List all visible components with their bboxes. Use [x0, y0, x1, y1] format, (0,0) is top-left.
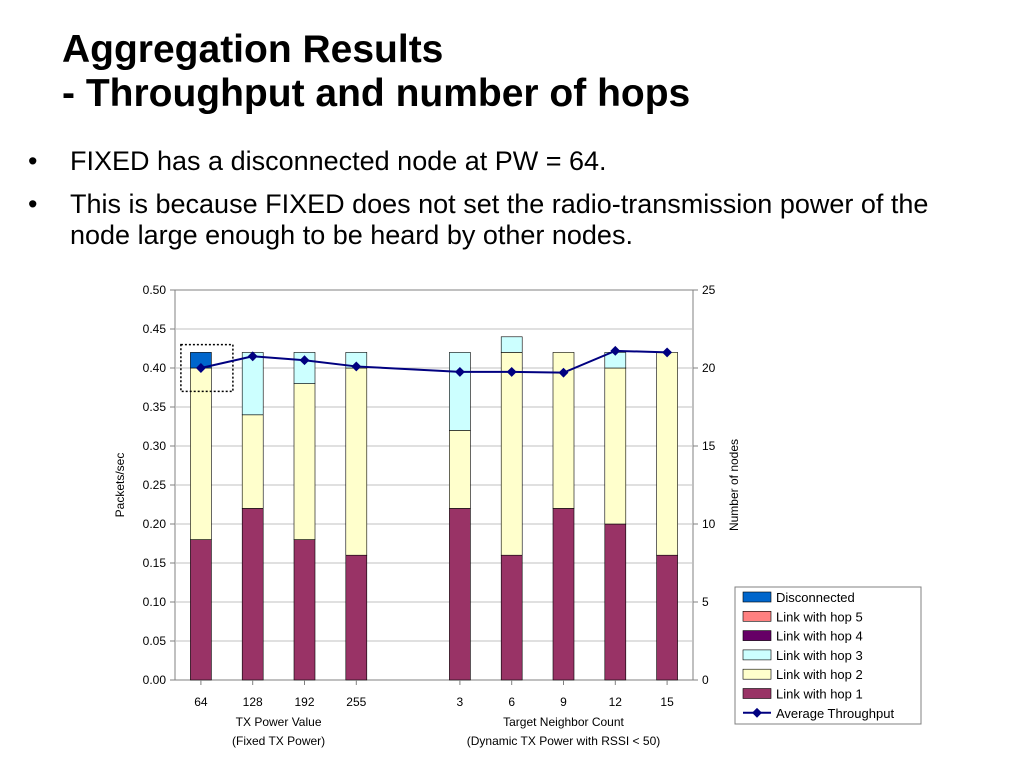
bar-segment: [656, 554, 678, 681]
y-axis-title: Packets/sec: [113, 453, 127, 518]
y2-tick-label: 10: [702, 517, 716, 531]
legend-swatch: [742, 610, 772, 622]
legend-swatch: [742, 668, 772, 680]
title-line-1: Aggregation Results: [62, 28, 444, 71]
x-group-label: Target Neighbor Count: [503, 715, 624, 729]
bar-segment: [241, 414, 264, 509]
x-tick-label: 3: [457, 695, 464, 709]
y-tick-label: 0.50: [143, 283, 167, 297]
throughput-point: [558, 367, 569, 378]
throughput-point: [454, 366, 465, 377]
bar-segment: [241, 508, 264, 681]
x-tick-label: 192: [294, 695, 314, 709]
legend-swatch: [742, 630, 772, 641]
legend-swatch: [742, 649, 772, 661]
throughput-point: [662, 347, 673, 358]
y-tick-label: 0.05: [143, 634, 167, 648]
y-tick-label: 0.25: [143, 478, 167, 492]
y2-tick-label: 5: [702, 595, 709, 609]
legend-label: Average Throughput: [776, 706, 894, 721]
bar-segment: [449, 352, 471, 431]
throughput-point: [351, 361, 362, 372]
bar-segment: [552, 352, 575, 509]
legend-swatch: [742, 688, 772, 699]
x-tick-label: 128: [243, 695, 263, 709]
title-line-2: - Throughput and number of hops: [62, 72, 691, 115]
y-tick-label: 0.15: [143, 556, 167, 570]
throughput-point: [610, 345, 621, 356]
x-tick-label: 12: [609, 695, 623, 709]
bullet-item: • FIXED has a disconnected node at PW = 6…: [28, 146, 988, 177]
bar-segment: [293, 539, 316, 681]
x-tick-label: 64: [194, 695, 208, 709]
slide-title: Aggregation Results - Throughput and num…: [62, 28, 690, 116]
throughput-point: [247, 351, 258, 362]
x-group-sublabel: (Fixed TX Power): [232, 734, 325, 748]
bar-segment: [656, 352, 678, 556]
bar-segment: [345, 367, 368, 556]
x-group-sublabel: (Dynamic TX Power with RSSI < 50): [467, 734, 661, 748]
bullet-item: • This is because FIXED does not set the …: [28, 189, 988, 251]
bar-segment: [604, 523, 627, 681]
x-tick-label: 9: [560, 695, 567, 709]
bar-segment: [241, 352, 264, 416]
bar-segment: [552, 508, 575, 681]
y-tick-label: 0.00: [143, 673, 167, 687]
x-tick-label: 15: [660, 695, 674, 709]
y-tick-label: 0.20: [143, 517, 167, 531]
bullet-text: This is because FIXED does not set the r…: [70, 189, 929, 250]
bar-segment: [500, 352, 523, 556]
bar-segment: [449, 430, 471, 509]
bar-segment: [449, 508, 471, 681]
throughput-point: [299, 355, 310, 366]
bullet-dot-icon: •: [28, 189, 38, 219]
bar-segment: [190, 367, 212, 540]
y-tick-label: 0.35: [143, 400, 167, 414]
legend-swatch: [742, 591, 772, 603]
y2-tick-label: 15: [702, 439, 716, 453]
legend-label: Link with hop 5: [776, 609, 863, 624]
bar-segment: [293, 383, 316, 540]
legend-label: Link with hop 1: [776, 687, 863, 702]
y-tick-label: 0.10: [143, 595, 167, 609]
y2-tick-label: 0: [702, 673, 709, 687]
y2-tick-label: 20: [702, 361, 716, 375]
legend-label: Link with hop 2: [776, 667, 863, 682]
y2-axis-title: Number of nodes: [727, 439, 741, 531]
throughput-point: [506, 366, 517, 377]
x-tick-label: 6: [508, 695, 515, 709]
legend-label: Link with hop 3: [776, 648, 863, 663]
y-tick-label: 0.45: [143, 322, 167, 336]
bullet-dot-icon: •: [28, 146, 38, 176]
throughput-point: [195, 363, 206, 373]
bar-segment: [500, 336, 523, 353]
y-tick-label: 0.30: [143, 439, 167, 453]
bullet-text: FIXED has a disconnected node at PW = 64…: [70, 146, 607, 176]
bullet-list: • FIXED has a disconnected node at PW = 6…: [28, 146, 988, 263]
legend-label: Disconnected: [776, 590, 855, 605]
legend-marker-swatch: [752, 707, 762, 718]
bar-segment: [604, 367, 627, 525]
highlight-box: [180, 343, 234, 393]
bar-segment: [500, 554, 523, 681]
bar-segment: [190, 539, 212, 681]
x-tick-label: 255: [346, 695, 366, 709]
x-group-label: TX Power Value: [236, 715, 322, 729]
bar-segment: [345, 554, 368, 681]
legend-label: Link with hop 4: [776, 629, 863, 644]
y-tick-label: 0.40: [143, 361, 167, 375]
y2-tick-label: 25: [702, 283, 716, 297]
